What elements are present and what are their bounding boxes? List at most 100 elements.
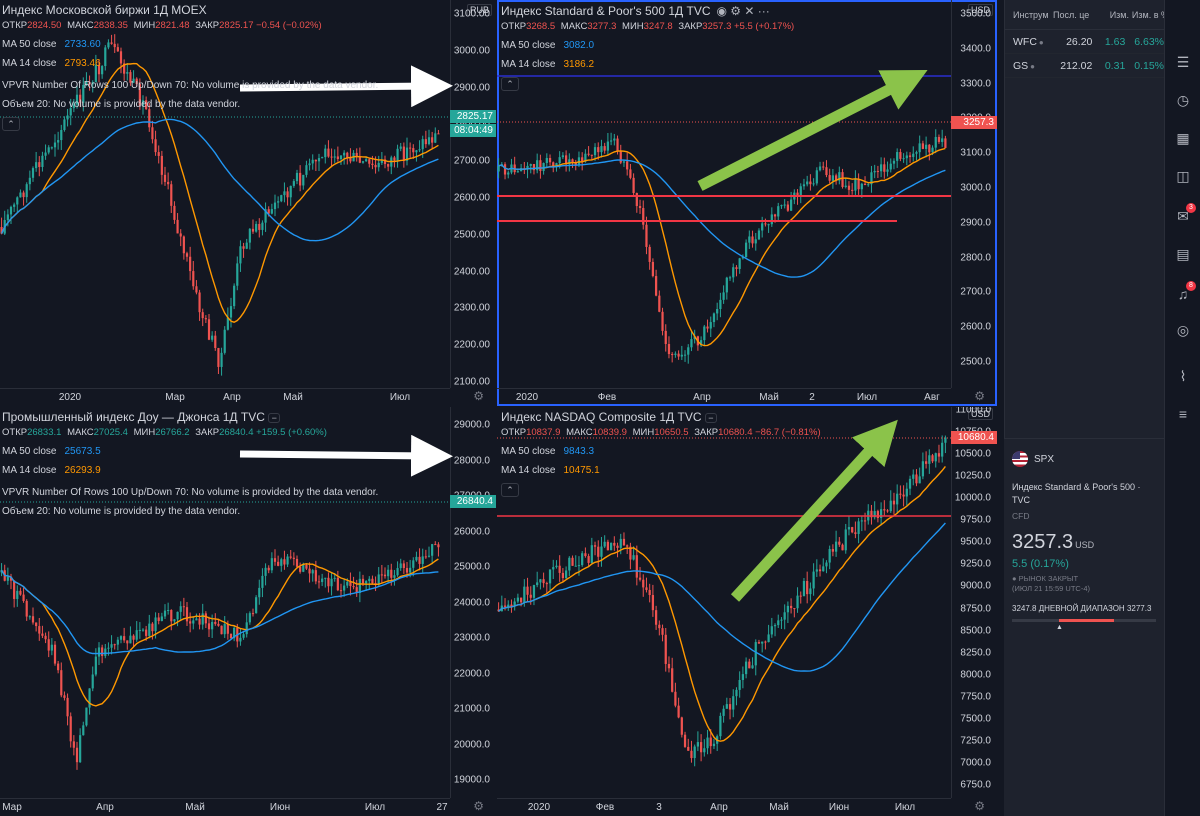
collapse-legend-button[interactable]: ⌃ xyxy=(501,483,519,497)
ideas-icon[interactable]: ◫ xyxy=(1176,168,1190,184)
candle-body xyxy=(571,159,574,163)
notes-icon[interactable]: ▤ xyxy=(1176,246,1190,262)
notifications-icon[interactable]: ♫ 8 xyxy=(1173,281,1196,304)
time-axis[interactable]: 2020 Мар Апр Май Июл xyxy=(0,388,450,406)
ma14-legend[interactable]: MA 14 close 26293.9 xyxy=(2,465,101,476)
time-axis[interactable]: Мар Апр Май Июн Июл 27 xyxy=(0,798,450,816)
volume-legend[interactable]: Объем 20: No volume is provided by the d… xyxy=(2,506,241,517)
candle-body xyxy=(873,170,876,173)
candle-body xyxy=(47,147,50,153)
chart-plot-dji[interactable] xyxy=(0,407,450,798)
last-price-tag: 26840.4 xyxy=(450,495,496,508)
currency-label[interactable]: USD xyxy=(967,4,993,16)
candle-body xyxy=(908,478,912,489)
minimize-icon[interactable]: − xyxy=(268,413,281,423)
stream-icon[interactable]: ◎ xyxy=(1176,322,1190,338)
ma50-legend[interactable]: MA 50 close 9843.3 xyxy=(501,446,595,457)
currency-label[interactable]: RUB xyxy=(466,4,492,16)
price-axis[interactable]: USD3500.03400.03300.03200.03100.03000.02… xyxy=(951,0,997,388)
eye-icon[interactable]: ◉ ⚙ ✕ ··· xyxy=(716,4,770,18)
details-type: CFD xyxy=(1012,511,1030,521)
minimize-icon[interactable]: − xyxy=(704,413,717,423)
candle-body xyxy=(302,174,305,186)
col-change[interactable]: Изм. xyxy=(1109,9,1129,20)
candle-body xyxy=(902,158,905,160)
candle-body xyxy=(393,575,396,578)
candle-body xyxy=(712,743,716,747)
vpvr-legend[interactable]: VPVR Number Of Rows 100 Up/Down 70: No v… xyxy=(2,487,379,498)
chart-title[interactable]: Индекс NASDAQ Composite 1Д TVC − xyxy=(501,409,824,425)
candle-body xyxy=(113,43,116,48)
candle-body xyxy=(104,47,107,67)
price-axis[interactable]: RUB3100.003000.002900.002800.002700.0026… xyxy=(450,0,496,388)
ma50-legend[interactable]: MA 50 close 3082.0 xyxy=(501,40,595,51)
collapse-legend-button[interactable]: ⌃ xyxy=(501,77,519,91)
vpvr-legend[interactable]: VPVR Number Of Rows 100 Up/Down 70: No v… xyxy=(2,80,379,91)
ma14-legend[interactable]: MA 14 close 3186.2 xyxy=(501,59,595,70)
ma14-legend[interactable]: MA 14 close 10475.1 xyxy=(501,465,600,476)
watchlist-icon[interactable]: ☰ xyxy=(1176,54,1190,70)
candle-body xyxy=(346,152,349,159)
chart-pane-moex[interactable]: Индекс Московской биржи 1Д MOEX ОТКР2824… xyxy=(0,0,496,406)
time-axis[interactable]: 2020 Фев 3 Апр Май Июн Июл xyxy=(497,798,951,816)
us-flag-icon xyxy=(1012,451,1028,467)
chart-title[interactable]: Индекс Московской биржи 1Д MOEX xyxy=(2,3,207,17)
candle-body xyxy=(245,242,248,249)
candle-body xyxy=(173,619,176,622)
candle-body xyxy=(754,239,757,244)
clock-alerts-icon[interactable]: ◷ xyxy=(1176,92,1190,108)
time-axis[interactable]: 2020 Фев Апр Май 2 Июл Авг xyxy=(497,388,951,406)
candle-body xyxy=(770,626,773,635)
candle-body xyxy=(777,206,780,217)
col-symbol[interactable]: Инструм xyxy=(1013,9,1049,20)
chart-pane-dji[interactable]: Промышленный индекс Доу — Джонса 1Д TVC … xyxy=(0,407,496,816)
time-tick-label: Май xyxy=(283,392,303,403)
price-axis[interactable]: USD11000.010750.010500.010250.010000.097… xyxy=(951,407,997,798)
time-tick-label: Апр xyxy=(96,802,114,813)
candle-body xyxy=(857,521,860,534)
chart-pane-spx[interactable]: Индекс Standard & Poor's 500 1Д TVC ◉ ⚙ ✕… xyxy=(497,0,997,406)
price-tick-label: 3500.0 xyxy=(960,8,991,20)
candle-body xyxy=(719,715,722,737)
candle-body xyxy=(719,299,722,309)
settings-gear-icon[interactable]: ⚙ xyxy=(473,389,484,403)
currency-label[interactable]: USD xyxy=(967,408,993,420)
price-axis[interactable]: 29000.028000.027000.026000.025000.024000… xyxy=(450,407,496,798)
ma50-legend[interactable]: MA 50 close 2733.60 xyxy=(2,39,101,50)
chart-title[interactable]: Промышленный индекс Доу — Джонса 1Д TVC … xyxy=(2,409,378,425)
candle-body xyxy=(330,156,333,158)
candle-body xyxy=(170,610,173,622)
col-change-pct[interactable]: Изм. в % xyxy=(1131,9,1169,20)
candle-body xyxy=(754,642,757,666)
chart-title[interactable]: Индекс Standard & Poor's 500 1Д TVC ◉ ⚙ ✕… xyxy=(501,4,770,18)
volume-legend[interactable]: Объем 20: No volume is provided by the d… xyxy=(2,99,241,110)
collapse-legend-button[interactable]: ⌃ xyxy=(2,117,20,131)
details-symbol-row[interactable]: SPX xyxy=(1012,451,1156,467)
candle-body xyxy=(94,64,97,83)
candle-body xyxy=(371,578,374,584)
candle-body xyxy=(748,236,751,243)
candle-body xyxy=(66,697,69,717)
calendar-icon[interactable]: ▦ xyxy=(1176,130,1190,146)
watchlist-row[interactable]: WFC ● 26.20 1.63 6.63% xyxy=(1005,30,1164,54)
data-window-icon[interactable]: ⌇ xyxy=(1179,368,1187,384)
candles-series xyxy=(0,541,440,770)
candle-body xyxy=(343,585,346,591)
time-tick-label: Июл xyxy=(389,392,411,403)
chart-pane-nasdaq[interactable]: Индекс NASDAQ Composite 1Д TVC − ОТКР108… xyxy=(497,407,997,816)
watchlist-row[interactable]: GS ● 212.02 0.31 0.15% xyxy=(1005,54,1164,78)
settings-gear-icon[interactable]: ⚙ xyxy=(974,799,985,813)
settings-gear-icon[interactable]: ⚙ xyxy=(473,799,484,813)
candle-body xyxy=(683,734,687,747)
chart-plot-moex[interactable] xyxy=(0,0,450,388)
candle-body xyxy=(437,133,440,135)
ma50-legend[interactable]: MA 50 close 25673.5 xyxy=(2,446,101,457)
candle-body xyxy=(548,569,552,584)
col-last[interactable]: Посл. це xyxy=(1053,9,1090,20)
chat-icon[interactable]: ✉ 3 xyxy=(1173,203,1196,226)
candle-body xyxy=(405,568,409,573)
ma14-legend[interactable]: MA 14 close 2793.46 xyxy=(2,58,101,69)
settings-gear-icon[interactable]: ⚙ xyxy=(974,389,985,403)
layers-icon[interactable]: ≡ xyxy=(1178,406,1188,422)
candle-body xyxy=(236,263,239,286)
